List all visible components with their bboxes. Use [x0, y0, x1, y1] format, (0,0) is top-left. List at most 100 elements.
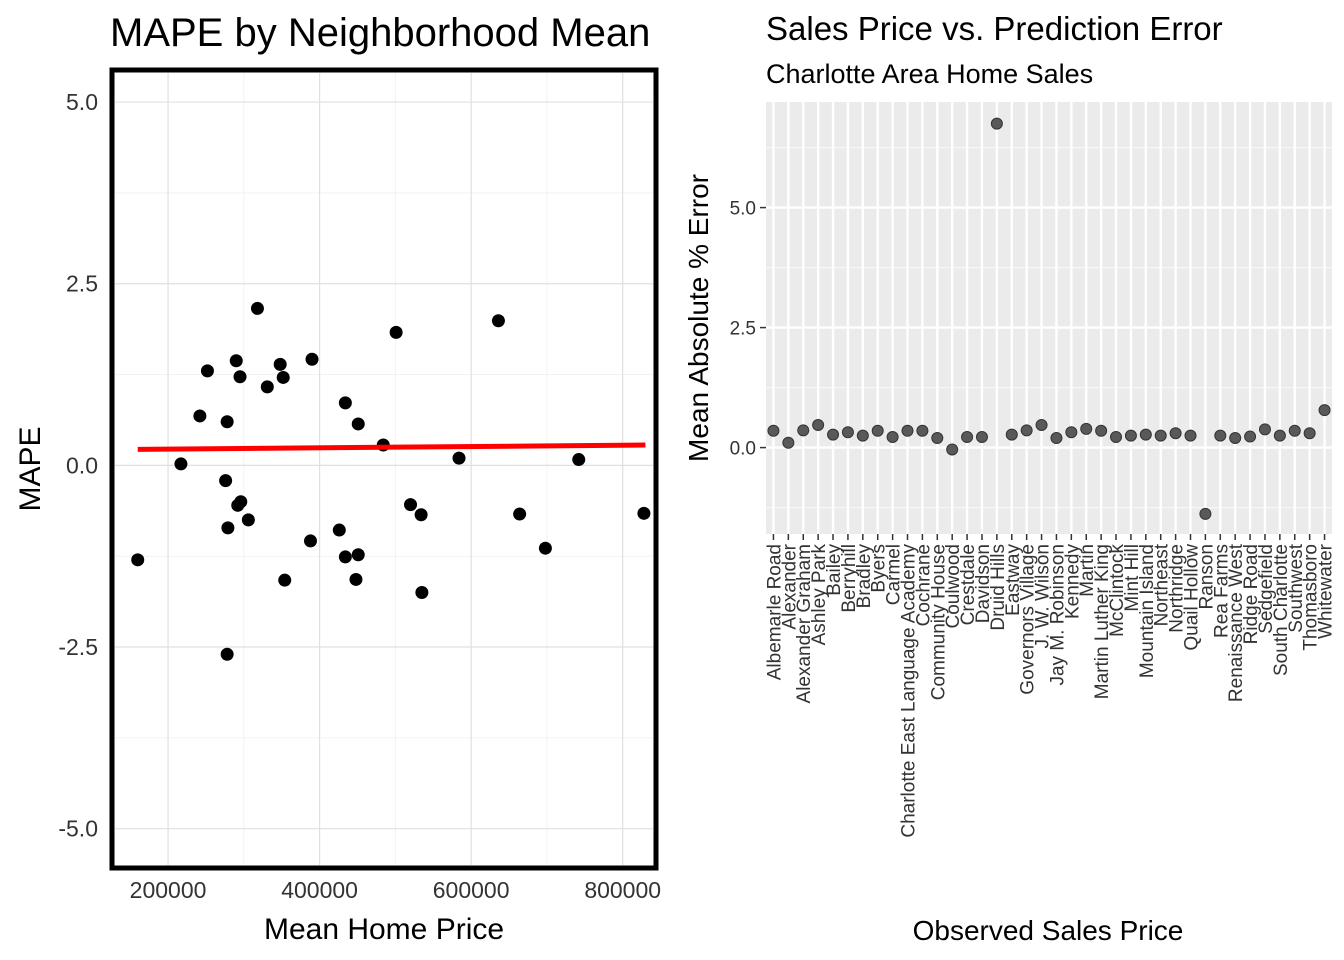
right-data-point	[1184, 429, 1197, 442]
right-x-tick-label: Mountain Island	[1137, 544, 1158, 678]
left-data-point	[273, 357, 287, 371]
right-x-tick-label: Mint Hill	[1122, 544, 1143, 612]
right-data-point	[1169, 427, 1182, 440]
left-x-tick-label: 400000	[281, 877, 358, 903]
right-data-point	[797, 424, 810, 437]
left-data-point	[637, 506, 651, 520]
right-x-tick-label: Albemarle Road	[764, 544, 785, 680]
left-x-axis-title: Mean Home Price	[264, 913, 504, 946]
left-data-point	[351, 548, 365, 562]
left-data-point	[219, 474, 233, 488]
right-x-tick-label: Kennedy	[1062, 544, 1083, 620]
right-data-point	[931, 432, 944, 444]
left-y-tick-label: 5.0	[66, 89, 98, 115]
left-trend-line	[137, 442, 646, 452]
right-x-tick-label: Northridge	[1167, 544, 1188, 633]
right-data-point	[1154, 429, 1167, 442]
right-data-point	[1020, 424, 1033, 437]
left-data-point	[200, 364, 214, 378]
right-data-point	[871, 424, 884, 437]
right-x-tick-label: Crestdale	[958, 544, 979, 625]
left-plot-panel	[112, 70, 656, 868]
right-data-point	[1035, 419, 1048, 432]
left-x-axis-ticks: 200000 400000 600000 800000	[130, 877, 661, 903]
right-data-point	[1080, 422, 1093, 435]
right-x-tick-label: Renaissance West	[1226, 543, 1247, 702]
right-data-point	[1065, 426, 1078, 439]
left-data-point	[414, 508, 428, 522]
left-y-tick-label: 0.0	[66, 452, 98, 478]
right-x-tick-label: Alexander	[779, 543, 800, 629]
right-x-tick-label: Whitewater	[1316, 543, 1337, 639]
right-data-point	[1273, 429, 1286, 442]
left-data-point	[220, 415, 234, 429]
left-data-point	[241, 513, 255, 527]
left-points	[131, 301, 651, 661]
right-data-point	[856, 429, 869, 442]
left-x-tick-label: 200000	[130, 877, 207, 903]
right-x-tick-label: Alexander Graham	[794, 544, 815, 703]
right-x-tick-label: Charlotte East Language Academy	[899, 544, 920, 838]
right-y-tick-label: 0.0	[730, 439, 756, 460]
right-points	[767, 117, 1331, 520]
right-data-point	[1005, 428, 1018, 441]
left-chart-title: MAPE by Neighborhood Mean	[110, 11, 650, 55]
right-x-tick-label: Druid Hills	[988, 544, 1009, 631]
right-x-tick-label: Berryhill	[839, 544, 860, 613]
right-data-point	[1199, 507, 1212, 520]
left-data-point	[491, 314, 505, 328]
right-data-point	[975, 431, 988, 444]
right-y-axis-ticks: 5.0 2.5 0.0	[730, 199, 766, 460]
right-x-tick-label: Martin Luther King	[1092, 544, 1113, 699]
left-data-point	[349, 572, 363, 586]
left-y-tick-label: -2.5	[58, 634, 98, 660]
right-x-tick-label: Carmel	[884, 544, 905, 605]
right-x-tick-label: Ranson	[1196, 544, 1217, 610]
right-x-tick-label: Governors Village	[1018, 544, 1039, 695]
left-data-point	[538, 541, 552, 555]
right-x-tick-label: Jay M. Robinson	[1047, 544, 1068, 686]
right-data-point	[767, 424, 780, 437]
right-gridlines	[766, 102, 1332, 534]
right-x-axis-title: Observed Sales Price	[913, 915, 1184, 946]
right-x-tick-label: Southwest	[1286, 543, 1307, 632]
left-gridlines	[115, 73, 653, 865]
left-data-point	[278, 573, 292, 587]
right-x-tick-label: J. W. Wilson	[1033, 544, 1054, 649]
right-y-tick-label: 5.0	[730, 199, 756, 220]
right-data-point	[1303, 427, 1316, 440]
right-x-tick-label: Davidson	[973, 544, 994, 623]
left-data-point	[452, 451, 466, 465]
left-data-point	[351, 417, 365, 431]
right-x-tick-label: Martin	[1077, 544, 1098, 597]
right-x-tick-label: Bailey	[824, 544, 845, 596]
left-data-point	[338, 396, 352, 410]
left-chart: MAPE by Neighborhood Mean 5.0 2.5 0.0 -2.5 -…	[14, 11, 661, 946]
left-data-point	[305, 352, 319, 366]
right-data-point	[1318, 404, 1331, 417]
right-x-tick-label: Northeast	[1152, 543, 1173, 626]
right-data-point	[916, 424, 929, 437]
right-x-tick-label: Coulwood	[943, 544, 964, 629]
right-y-axis-title: Mean Absolute % Error	[683, 174, 714, 462]
right-x-tick-label: Ridge Road	[1241, 544, 1262, 644]
right-x-tick-label: South Charlotte	[1271, 544, 1292, 676]
left-data-point	[234, 495, 248, 509]
right-x-tick-label: Eastway	[1003, 544, 1024, 616]
left-data-point	[332, 523, 346, 537]
right-data-point	[1288, 424, 1301, 437]
right-data-point	[1095, 424, 1108, 437]
left-x-tick-label: 800000	[584, 877, 661, 903]
right-x-tick-label: Rea Farms	[1211, 544, 1232, 638]
right-chart-subtitle: Charlotte Area Home Sales	[766, 59, 1093, 89]
right-data-point	[812, 419, 825, 432]
right-x-tick-label: Ashley Park	[809, 544, 830, 646]
left-y-axis-ticks: 5.0 2.5 0.0 -2.5 -5.0	[58, 89, 98, 842]
left-y-tick-label: -5.0	[58, 816, 98, 842]
left-data-point	[221, 521, 235, 535]
left-plot-border	[109, 67, 659, 871]
left-data-point	[229, 354, 243, 368]
right-x-tick-label: Community House	[928, 544, 949, 700]
